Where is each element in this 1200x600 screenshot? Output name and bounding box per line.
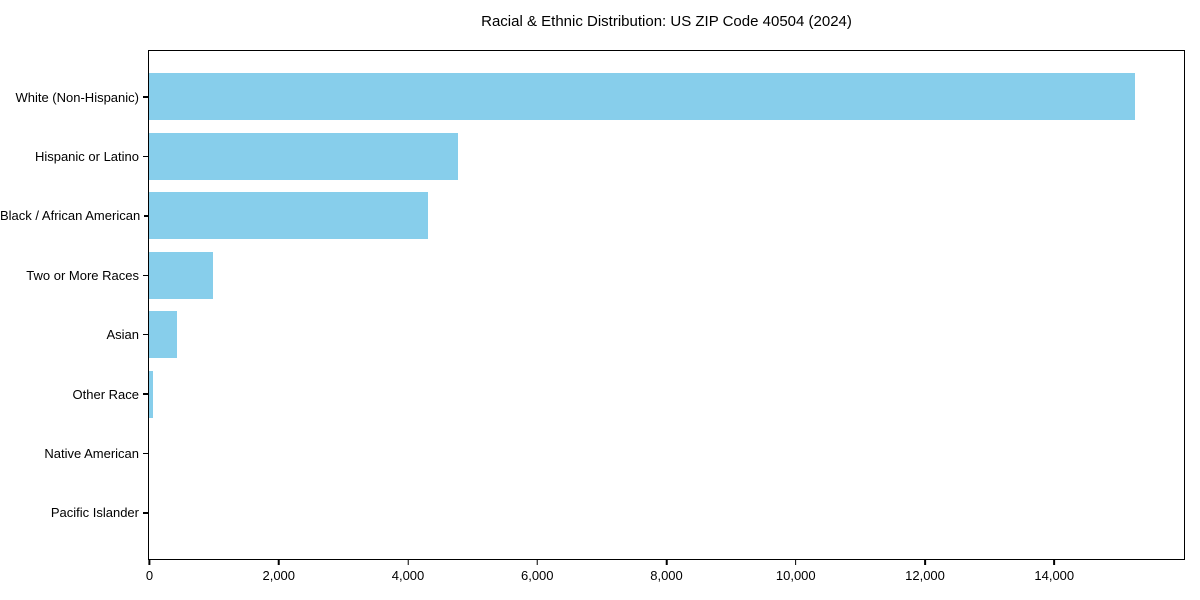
x-tick: 0 [146,560,153,583]
x-tick-label: 6,000 [520,568,554,583]
y-label-row: Asian [0,311,148,358]
bar-row [149,132,1184,180]
y-tick-label: Hispanic or Latino [34,148,139,164]
x-tick-label: 4,000 [391,568,425,583]
y-label-row: Two or More Races [0,252,148,299]
x-tick-mark [407,560,409,565]
y-axis-labels: White (Non-Hispanic) Hispanic or Latino Bl… [0,52,148,559]
y-tick-label: White (Non-Hispanic) [15,89,139,105]
y-label-row: Other Race [0,371,148,418]
bar [149,73,1136,120]
bar [149,370,154,418]
bar-row [149,430,1184,477]
y-tick-mark [143,155,148,158]
x-tick: 14,000 [1034,560,1074,583]
x-tick-mark [924,560,926,565]
y-tick-mark [143,393,148,395]
y-label-row: White (Non-Hispanic) [0,74,148,121]
x-tick-label: 0 [145,568,154,583]
bar-row [149,251,1184,299]
plot-area [148,50,1185,560]
x-tick-mark [665,560,668,565]
y-tick-mark [143,452,148,455]
bar-row [149,370,1184,418]
y-tick-label: Other Race [72,386,139,402]
x-tick-mark [148,560,151,565]
bar-row [149,311,1184,359]
bars-area [149,51,1184,559]
bar [149,251,214,299]
y-tick-mark [143,96,148,98]
x-tick-label: 10,000 [775,568,816,583]
bar-row [149,73,1184,120]
bar [149,311,177,359]
y-tick-mark [144,215,148,217]
x-tick-mark [536,560,538,565]
y-tick-label: Two or More Races [26,267,139,283]
x-tick: 2,000 [262,560,295,583]
y-label-row: Black / African American [0,192,148,239]
y-tick-label: Pacific Islander [50,505,139,521]
y-label-row: Native American [0,430,148,477]
x-tick-label: 14,000 [1034,568,1075,583]
x-tick-label: 12,000 [905,568,945,583]
bar [149,192,428,240]
x-tick-label: 8,000 [650,568,683,583]
x-tick-mark [277,560,280,565]
y-tick-mark [143,274,148,277]
y-tick-mark [143,333,148,336]
chart-title: Racial & Ethnic Distribution: US ZIP Cod… [481,13,852,30]
y-tick-mark [143,512,148,514]
x-tick: 6,000 [521,560,554,583]
y-tick-label: Black / African American [0,208,141,224]
y-tick-label: Asian [106,327,139,343]
x-tick: 8,000 [650,560,683,583]
bar-row [149,490,1184,537]
x-tick-mark [1053,560,1055,565]
x-tick-label: 2,000 [262,568,296,583]
x-tick: 12,000 [905,560,945,583]
x-tick: 10,000 [776,560,816,583]
y-label-row: Hispanic or Latino [0,133,148,180]
x-tick-mark [794,560,797,565]
x-tick: 4,000 [391,560,425,583]
y-label-row: Pacific Islander [0,489,148,536]
x-axis: 0 2,000 4,000 6,000 8,000 10,000 12,000 14,000 [146,560,1184,590]
bar-row [149,192,1184,240]
bar [149,132,458,180]
y-tick-label: Native American [44,446,139,462]
